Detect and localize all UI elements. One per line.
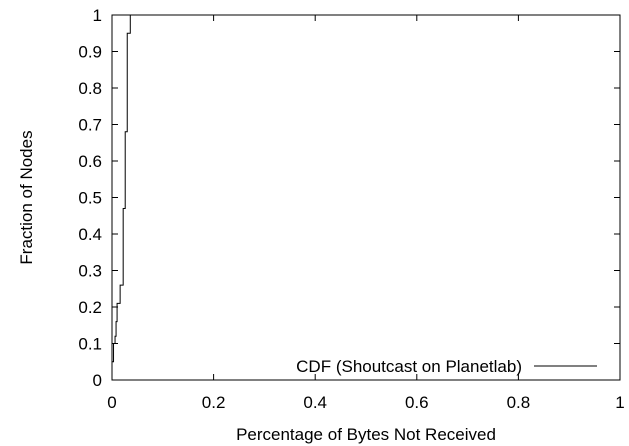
y-tick-label: 0.9 — [78, 43, 102, 62]
y-tick-label: 0 — [93, 371, 102, 390]
y-tick-label: 0.2 — [78, 298, 102, 317]
x-tick-label: 0 — [107, 393, 116, 412]
y-tick-label: 0.3 — [78, 262, 102, 281]
x-axis-label: Percentage of Bytes Not Received — [236, 425, 496, 444]
x-tick-label: 1 — [615, 393, 624, 412]
y-axis-label: Fraction of Nodes — [17, 130, 36, 264]
cdf-series-line — [112, 14, 620, 363]
x-axis-ticks: 0 0.2 0.4 0.6 0.8 1 — [107, 15, 625, 412]
series-layer — [112, 14, 620, 363]
y-tick-label: 0.4 — [78, 225, 102, 244]
x-tick-label: 0.2 — [202, 393, 226, 412]
x-tick-label: 0.6 — [405, 393, 429, 412]
plot-frame — [111, 14, 621, 381]
y-tick-label: 0.5 — [78, 189, 102, 208]
legend: CDF (Shoutcast on Planetlab) — [296, 357, 597, 376]
y-tick-label: 0.8 — [78, 79, 102, 98]
y-tick-label: 0.7 — [78, 116, 102, 135]
legend-label: CDF (Shoutcast on Planetlab) — [296, 357, 522, 376]
y-tick-label: 0.6 — [78, 152, 102, 171]
y-tick-label: 1 — [93, 6, 102, 25]
y-axis-ticks: 0 0.1 0.2 0.3 0.4 0.5 0.6 0.7 0.8 0.9 1 — [78, 6, 620, 390]
x-tick-label: 0.8 — [507, 393, 531, 412]
x-tick-label: 0.4 — [303, 393, 327, 412]
y-tick-label: 0.1 — [78, 335, 102, 354]
